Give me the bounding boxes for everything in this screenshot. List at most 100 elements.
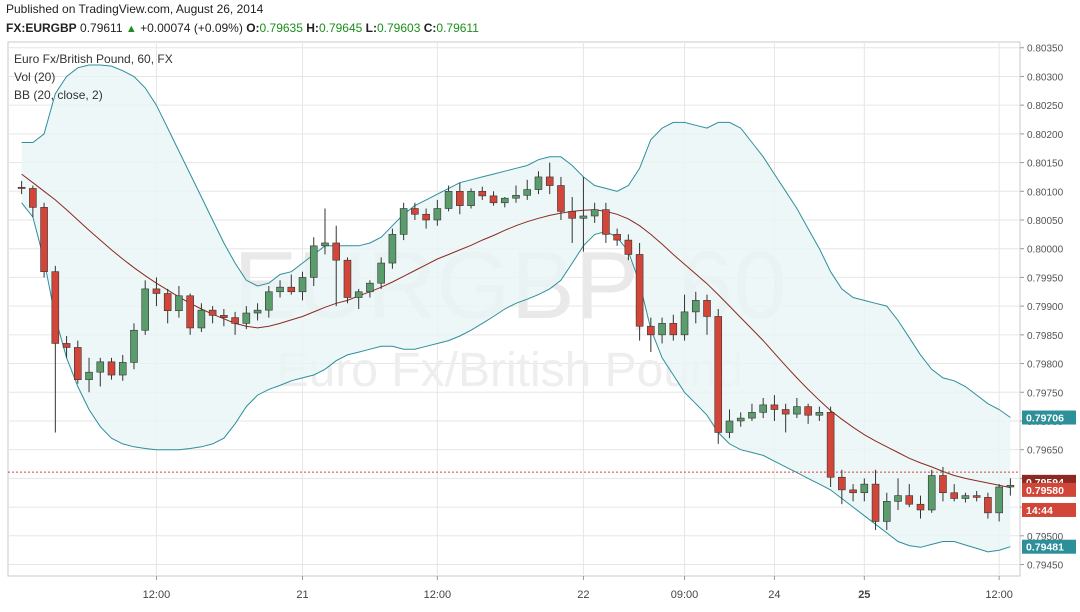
candle [242,306,251,330]
candle-body [500,197,509,204]
candle-body [849,489,857,494]
candle-body [478,190,487,197]
candle [489,191,498,206]
candle [141,280,149,335]
candle-body [647,325,655,336]
legend-title: Euro Fx/British Pound, 60, FX [14,52,173,66]
candle [512,185,520,203]
x-tick-label: 12:00 [985,589,1013,601]
candle [703,294,711,335]
low-label: L: [365,21,377,35]
candle-body [838,476,846,491]
candle-body [163,293,172,312]
candle-body [96,361,105,373]
candle [984,492,992,519]
candle [691,291,700,324]
candle-body [411,208,419,215]
candle [107,357,116,380]
candle-body [107,361,116,376]
candle-body [456,190,464,206]
candle-body [265,291,273,311]
y-tick-label: 0.80100 [1027,187,1064,198]
candle [995,484,1003,522]
candle-body [826,412,835,478]
legend-bollinger[interactable]: BB (20, close, 2) [14,88,103,102]
candle [40,202,48,278]
ohlc-header: FX:EURGBP 0.79611 ▲ +0.00074 (+0.09%) O:… [6,21,479,35]
candle [175,286,183,318]
candle [29,185,37,218]
candle-body [793,406,801,415]
candle [972,491,981,502]
candle [309,237,318,287]
candle-body [781,409,790,415]
y-tick-label: 0.79850 [1027,331,1064,342]
candle [298,271,307,301]
candle-body [590,209,599,217]
candle [781,403,790,433]
candle [534,171,543,195]
candle [883,492,891,531]
price-tag-label: 0.79481 [1026,542,1064,554]
candle-body [927,475,936,511]
candle [602,202,610,243]
candle-body [939,475,947,494]
candle [231,311,239,335]
candle-body [175,295,183,312]
candle [96,357,105,387]
y-tick-label: 0.80150 [1027,159,1064,170]
candle-body [343,259,352,298]
candle [444,185,453,212]
candle [838,469,846,505]
candle-body [377,262,385,284]
candle-body [29,188,37,208]
candle [590,202,599,223]
candle-body [680,311,689,336]
candle [871,469,880,531]
candle [399,202,408,241]
candle [220,309,228,327]
close-value: 0.79611 [436,21,479,35]
candle [680,294,689,341]
candle [276,280,284,298]
candle [635,242,644,341]
candle-body [118,362,127,376]
candle [736,412,745,427]
y-tick-label: 0.79650 [1027,446,1064,457]
candle [815,406,824,421]
close-label: C: [423,21,437,35]
candle-body [242,312,251,324]
y-tick-label: 0.79500 [1027,532,1064,543]
candle-body [860,483,869,494]
candle [793,398,801,419]
candle [961,492,970,503]
candle [388,228,397,269]
candle [579,176,588,252]
high-label: H: [306,21,319,35]
low-value: 0.79603 [377,21,421,35]
candle [152,277,161,307]
candle [17,180,26,195]
candle-body [871,483,880,522]
candle [265,286,273,318]
candle [545,162,554,195]
candle-body [141,288,149,331]
candle [624,234,633,261]
candle-body [624,239,633,255]
candle [433,199,442,226]
candle-body [388,234,397,264]
candle [759,398,767,419]
candle [377,257,385,289]
candle-body [770,404,779,410]
candle-body [40,207,48,272]
candle-body [489,195,498,204]
x-tick-label: 25 [858,589,870,601]
bollinger-upper-line [21,64,1011,418]
candle [354,288,363,309]
legend-volume[interactable]: Vol (20) [14,70,56,84]
candle [916,495,925,519]
candle-body [691,300,700,313]
candle [422,208,430,229]
candle-body [208,309,217,316]
